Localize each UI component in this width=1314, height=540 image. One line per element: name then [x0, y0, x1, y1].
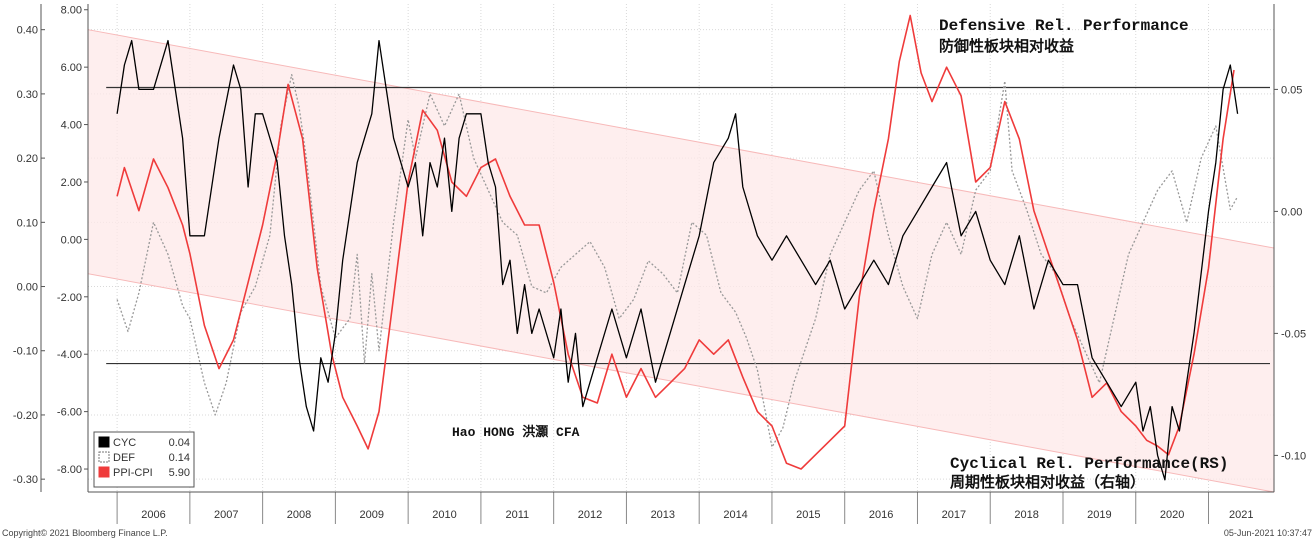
legend: CYC 0.04 DEF 0.14 PPI-CPI 5.90 [93, 431, 195, 488]
series-line-cyc [116, 39, 1239, 481]
x-tick-label: 2009 [360, 509, 384, 521]
y-tick-label-inner: -4.00 [57, 349, 82, 361]
footer-copyright: Copyright© 2021 Bloomberg Finance L.P. [2, 528, 168, 538]
y-tick-label-outer: 0.30 [17, 89, 38, 101]
x-tick-label: 2016 [869, 509, 893, 521]
legend-items: CYC 0.04 DEF 0.14 PPI-CPI 5.90 [98, 436, 190, 479]
legend-swatch-ppicpi [98, 466, 110, 478]
legend-swatch-def [98, 451, 110, 463]
y-tick-label-inner: 4.00 [61, 120, 82, 132]
annotation-defensive-cn: 防御性板块相对收益 [939, 37, 1074, 55]
annotation-cyclical-cn: 周期性板块相对收益（右轴） [950, 473, 1145, 491]
series-line-ppicpi [116, 14, 1235, 470]
x-tick-label: 2014 [723, 509, 747, 521]
x-tick-label: 2015 [796, 509, 820, 521]
x-tick-label: 2010 [432, 509, 456, 521]
y-tick-label-inner: 6.00 [61, 62, 82, 74]
series-group [116, 14, 1239, 481]
y-tick-label-outer: 0.20 [17, 153, 38, 165]
y-tick-label-outer: 0.10 [17, 217, 38, 229]
x-tick-label: 2008 [287, 509, 311, 521]
legend-value: 5.90 [169, 467, 190, 479]
y-tick-label-inner: 2.00 [61, 177, 82, 189]
x-tick-label: 2020 [1160, 509, 1184, 521]
x-tick-label: 2006 [141, 509, 165, 521]
series-line-def [116, 73, 1239, 448]
x-tick-label: 2011 [505, 509, 529, 521]
legend-label: DEF [113, 452, 135, 464]
footer-timestamp: 05-Jun-2021 10:37:47 [1224, 528, 1312, 538]
legend-label: CYC [113, 437, 136, 449]
x-tick-label: 2017 [942, 509, 966, 521]
legend-box [93, 431, 195, 488]
y-tick-label-inner: -8.00 [57, 464, 82, 476]
y-tick-label-inner: -2.00 [57, 292, 82, 304]
y-tick-label-right: -0.10 [1281, 450, 1306, 462]
legend-label: PPI-CPI [113, 467, 153, 479]
y-tick-label-right: -0.05 [1281, 328, 1306, 340]
y-tick-label-outer: -0.30 [13, 474, 38, 486]
annotation-defensive-en: Defensive Rel. Performance [939, 17, 1189, 35]
legend-value: 0.04 [169, 437, 190, 449]
y-tick-label-inner: 0.00 [61, 234, 82, 246]
y-tick-label-outer: 0.40 [17, 25, 38, 37]
y-tick-label-outer: -0.10 [13, 346, 38, 358]
legend-value: 0.14 [169, 452, 190, 464]
y-tick-label-right: 0.00 [1281, 206, 1302, 218]
axes: 0.40 0.30 0.20 0.10 0.00 -0.10 -0.20 -0.30 8.00 6… [13, 4, 1306, 524]
legend-swatch-cyc [98, 436, 110, 448]
annotation-author: Hao HONG 洪灝 CFA [452, 424, 580, 440]
x-tick-label: 2012 [578, 509, 602, 521]
y-tick-label-right: 0.05 [1281, 84, 1302, 96]
x-tick-label: 2013 [651, 509, 675, 521]
x-tick-label: 2018 [1014, 509, 1038, 521]
y-tick-label-inner: 8.00 [61, 5, 82, 17]
x-tick-label: 2021 [1229, 509, 1253, 521]
y-tick-label-outer: -0.20 [13, 410, 38, 422]
y-tick-label-inner: -6.00 [57, 407, 82, 419]
annotation-cyclical-en: Cyclical Rel. Performance(RS) [950, 455, 1228, 473]
x-tick-label: 2007 [214, 509, 238, 521]
x-axis-labels: 2006 2007 2008 2009 2010 2011 2012 2013 2014 2015… [141, 509, 1253, 521]
x-tick-label: 2019 [1087, 509, 1111, 521]
y-tick-label-outer: 0.00 [17, 282, 38, 294]
